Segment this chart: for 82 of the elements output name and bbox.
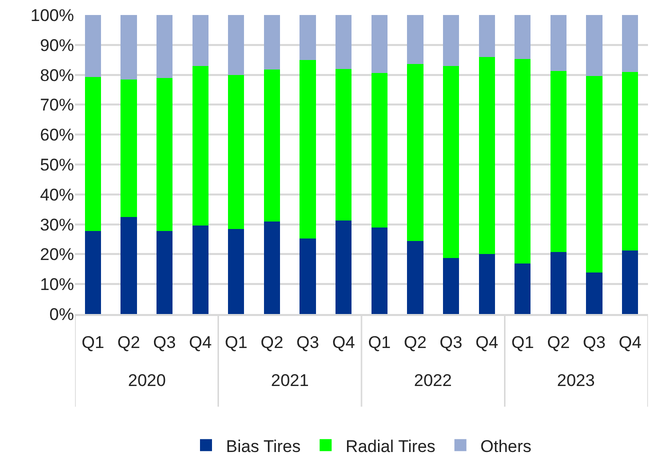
bar	[442, 15, 460, 66]
bar	[300, 60, 316, 239]
y-tick-label: 100%	[30, 6, 74, 25]
bar	[622, 250, 638, 314]
bar	[156, 78, 173, 232]
y-tick-label: 70%	[40, 96, 74, 115]
y-tick-label: 60%	[40, 126, 74, 145]
bar	[622, 72, 638, 250]
bar	[264, 222, 280, 314]
x-tick-label: Q3	[440, 333, 462, 352]
bar	[514, 15, 531, 59]
bar	[478, 15, 495, 57]
bar	[336, 68, 352, 221]
bar	[442, 66, 460, 258]
legend-label: Others	[480, 436, 532, 456]
bar	[84, 230, 101, 314]
x-tick-label: Q3	[582, 333, 606, 352]
x-tick-label: Q1	[511, 333, 534, 352]
bar	[586, 272, 602, 314]
bar	[156, 15, 173, 78]
bar	[192, 226, 208, 314]
x-tick-label: Q4	[618, 333, 642, 352]
x-tick-label: Q1	[368, 333, 391, 352]
bar	[550, 15, 567, 71]
legend-label: Bias Tires	[226, 436, 301, 456]
bar	[228, 75, 244, 229]
bar	[192, 66, 208, 226]
y-tick-label: 30%	[40, 215, 74, 234]
bar	[192, 15, 208, 66]
x-tick-label: Q2	[404, 333, 427, 352]
bar	[550, 252, 567, 314]
x-tick-label: Q4	[332, 333, 355, 352]
bar	[371, 228, 388, 314]
bar	[264, 69, 280, 222]
bar	[478, 56, 495, 254]
y-tick-label: 10%	[40, 275, 74, 294]
text: 2021	[271, 371, 309, 390]
x-tick-label: Q1	[224, 333, 248, 352]
x-tick-label: Q2	[260, 333, 284, 352]
bar	[586, 76, 602, 273]
bar	[371, 73, 388, 228]
bar	[120, 15, 137, 80]
bar	[514, 263, 531, 314]
y-tick-label: 40%	[40, 185, 74, 204]
x-tick-label: Q3	[296, 333, 320, 352]
bar	[586, 15, 602, 76]
y-tick-label: 0%	[49, 304, 74, 324]
bar	[120, 216, 137, 314]
bar	[156, 231, 173, 314]
x-tick-label: Q4	[188, 333, 212, 352]
y-tick-label: 90%	[40, 36, 74, 55]
bar	[442, 258, 460, 314]
y-tick-label: 50%	[40, 155, 74, 174]
bar	[407, 15, 424, 64]
bar	[371, 15, 388, 74]
x-tick-label: Q2	[547, 333, 570, 352]
bar	[622, 15, 638, 72]
x-tick-label: Q1	[82, 333, 104, 352]
bar	[120, 79, 137, 217]
bar	[336, 220, 352, 314]
bar	[514, 58, 531, 264]
bar	[300, 15, 316, 60]
text: 2022	[414, 371, 452, 390]
bar	[550, 70, 567, 252]
bar	[300, 238, 316, 314]
x-tick-label: Q4	[475, 333, 498, 352]
bar	[478, 254, 495, 314]
bar	[228, 228, 244, 314]
bar	[407, 64, 424, 242]
text: 2020	[128, 371, 166, 390]
legend-label: Radial Tires	[346, 436, 436, 456]
bar	[407, 241, 424, 314]
y-tick-label: 80%	[40, 66, 74, 85]
bar	[336, 15, 352, 69]
bar	[84, 77, 101, 231]
bar	[228, 15, 244, 76]
bar	[84, 15, 101, 78]
text: 2023	[557, 371, 595, 390]
bar	[264, 15, 280, 70]
y-tick-label: 20%	[40, 245, 74, 264]
x-tick-label: Q2	[117, 333, 140, 352]
x-tick-label: Q3	[153, 333, 176, 352]
